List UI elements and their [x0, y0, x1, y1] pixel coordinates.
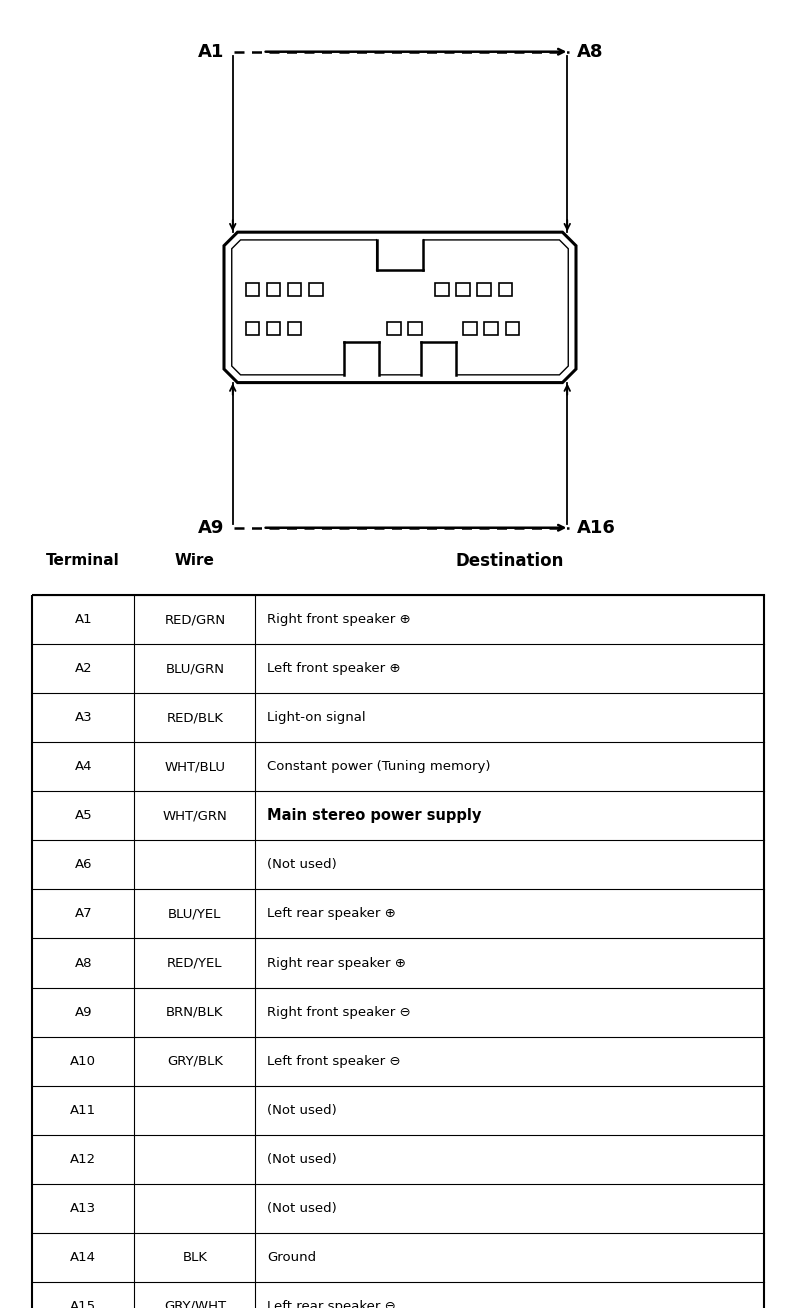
Text: (Not used): (Not used) [267, 1202, 337, 1215]
Text: A1: A1 [74, 613, 92, 627]
Text: WHT/BLU: WHT/BLU [164, 760, 226, 773]
Bar [246, 322, 259, 335]
Bar [267, 322, 280, 335]
Text: A15: A15 [70, 1300, 96, 1308]
Bar [267, 283, 280, 296]
Text: A12: A12 [70, 1152, 96, 1165]
Bar [309, 283, 322, 296]
Text: RED/GRN: RED/GRN [164, 613, 226, 627]
Bar [463, 322, 477, 335]
Bar [32, 595, 764, 1308]
Text: (Not used): (Not used) [267, 1152, 337, 1165]
Bar [456, 283, 470, 296]
Bar [435, 283, 449, 296]
Text: Right front speaker ⊕: Right front speaker ⊕ [267, 613, 411, 627]
Bar [377, 238, 423, 269]
Text: Left front speaker ⊕: Left front speaker ⊕ [267, 662, 401, 675]
Text: A14: A14 [70, 1250, 96, 1264]
Bar [288, 322, 302, 335]
Bar [246, 283, 259, 296]
Bar [506, 322, 519, 335]
Polygon shape [224, 233, 576, 383]
Text: RED/YEL: RED/YEL [167, 956, 222, 969]
Text: BRN/BLK: BRN/BLK [166, 1006, 224, 1019]
Text: (Not used): (Not used) [267, 1104, 337, 1117]
Text: Right rear speaker ⊕: Right rear speaker ⊕ [267, 956, 406, 969]
Text: A2: A2 [74, 662, 92, 675]
Bar [498, 283, 512, 296]
Text: Terminal: Terminal [46, 553, 120, 568]
Text: Left front speaker ⊖: Left front speaker ⊖ [267, 1054, 401, 1067]
Text: Left rear speaker ⊖: Left rear speaker ⊖ [267, 1300, 396, 1308]
Text: GRY/BLK: GRY/BLK [167, 1054, 223, 1067]
Text: A8: A8 [578, 43, 604, 60]
Text: A9: A9 [198, 519, 225, 536]
Text: Light-on signal: Light-on signal [267, 712, 366, 725]
Text: RED/BLK: RED/BLK [166, 712, 223, 725]
Bar [421, 341, 456, 377]
Text: Destination: Destination [455, 552, 564, 570]
Text: (Not used): (Not used) [267, 858, 337, 871]
Text: Ground: Ground [267, 1250, 316, 1264]
Text: A5: A5 [74, 810, 92, 823]
Text: GRY/WHT: GRY/WHT [164, 1300, 226, 1308]
Text: A16: A16 [578, 519, 616, 536]
Text: Right front speaker ⊖: Right front speaker ⊖ [267, 1006, 411, 1019]
Text: WHT/GRN: WHT/GRN [162, 810, 227, 823]
Bar [485, 322, 498, 335]
Text: BLU/GRN: BLU/GRN [166, 662, 224, 675]
Text: Wire: Wire [175, 553, 215, 568]
Text: A8: A8 [74, 956, 92, 969]
Text: BLU/YEL: BLU/YEL [168, 908, 222, 921]
Text: A6: A6 [74, 858, 92, 871]
Text: A13: A13 [70, 1202, 96, 1215]
Bar [478, 283, 491, 296]
Text: BLK: BLK [182, 1250, 207, 1264]
Text: A3: A3 [74, 712, 92, 725]
Text: Main stereo power supply: Main stereo power supply [267, 808, 482, 823]
Text: A7: A7 [74, 908, 92, 921]
Text: Constant power (Tuning memory): Constant power (Tuning memory) [267, 760, 490, 773]
Text: A10: A10 [70, 1054, 96, 1067]
Text: A4: A4 [74, 760, 92, 773]
Bar [344, 341, 379, 377]
Bar [288, 283, 302, 296]
Bar [409, 322, 422, 335]
Text: A11: A11 [70, 1104, 96, 1117]
Bar [387, 322, 401, 335]
Text: Left rear speaker ⊕: Left rear speaker ⊕ [267, 908, 396, 921]
Text: A1: A1 [198, 43, 225, 60]
Text: A9: A9 [74, 1006, 92, 1019]
